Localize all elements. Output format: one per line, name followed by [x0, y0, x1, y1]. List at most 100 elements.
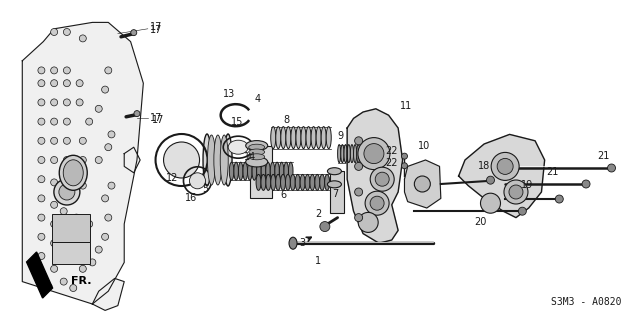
Circle shape [64, 252, 70, 260]
Ellipse shape [234, 162, 238, 180]
Ellipse shape [354, 145, 357, 163]
Polygon shape [459, 134, 545, 218]
Circle shape [38, 214, 45, 221]
Text: 21: 21 [598, 151, 610, 161]
Circle shape [320, 221, 330, 232]
Ellipse shape [276, 174, 280, 190]
Circle shape [51, 179, 57, 186]
Circle shape [51, 201, 57, 208]
Circle shape [414, 176, 431, 192]
Ellipse shape [280, 174, 285, 190]
Ellipse shape [266, 174, 271, 190]
Ellipse shape [266, 162, 270, 180]
Ellipse shape [280, 162, 284, 180]
Ellipse shape [289, 237, 297, 249]
Ellipse shape [203, 134, 211, 186]
Ellipse shape [285, 174, 290, 190]
Ellipse shape [338, 145, 341, 163]
Circle shape [80, 182, 86, 189]
Circle shape [64, 28, 70, 36]
Ellipse shape [248, 144, 265, 150]
Text: 9: 9 [338, 131, 344, 141]
Ellipse shape [347, 145, 350, 163]
Ellipse shape [63, 160, 83, 186]
Circle shape [89, 259, 96, 266]
Circle shape [96, 246, 102, 253]
Text: 16: 16 [185, 193, 197, 204]
Circle shape [38, 67, 45, 74]
Ellipse shape [59, 155, 87, 190]
Text: 17: 17 [152, 115, 164, 125]
Circle shape [401, 163, 408, 169]
Bar [250, 146, 272, 197]
Circle shape [358, 138, 390, 170]
Circle shape [355, 163, 362, 170]
Circle shape [64, 67, 70, 74]
Text: 21: 21 [547, 167, 559, 177]
Text: 3: 3 [299, 237, 306, 248]
Ellipse shape [341, 145, 344, 163]
Circle shape [51, 28, 57, 36]
Circle shape [38, 80, 45, 87]
Ellipse shape [321, 127, 326, 148]
Circle shape [108, 131, 115, 138]
Circle shape [131, 30, 137, 36]
Polygon shape [22, 22, 143, 304]
Polygon shape [347, 109, 403, 243]
Ellipse shape [284, 162, 289, 180]
Circle shape [375, 172, 389, 186]
Circle shape [358, 212, 378, 232]
Circle shape [64, 182, 70, 189]
Ellipse shape [261, 162, 266, 180]
Circle shape [96, 105, 102, 112]
Ellipse shape [224, 134, 232, 186]
Ellipse shape [289, 162, 293, 180]
Circle shape [38, 176, 45, 183]
Polygon shape [124, 147, 140, 173]
Text: 17: 17 [150, 22, 162, 32]
Circle shape [51, 67, 57, 74]
Circle shape [491, 152, 519, 180]
Text: S3M3 - A0820: S3M3 - A0820 [550, 297, 621, 308]
Ellipse shape [214, 135, 222, 185]
Circle shape [38, 233, 45, 240]
Ellipse shape [248, 154, 265, 160]
Circle shape [38, 137, 45, 144]
Circle shape [51, 80, 57, 87]
Ellipse shape [271, 174, 276, 190]
Ellipse shape [329, 174, 334, 190]
Ellipse shape [271, 127, 276, 148]
Ellipse shape [243, 162, 248, 180]
Ellipse shape [320, 174, 325, 190]
Circle shape [102, 233, 108, 240]
Ellipse shape [325, 174, 329, 190]
Ellipse shape [290, 174, 296, 190]
Circle shape [51, 99, 57, 106]
Circle shape [51, 156, 57, 164]
Circle shape [86, 220, 92, 228]
Ellipse shape [310, 174, 315, 190]
Polygon shape [27, 252, 53, 298]
Ellipse shape [248, 149, 265, 155]
Circle shape [105, 144, 111, 151]
Ellipse shape [275, 162, 280, 180]
Ellipse shape [257, 162, 261, 180]
Circle shape [73, 214, 80, 221]
Text: 4: 4 [255, 94, 261, 104]
Ellipse shape [301, 127, 306, 148]
Circle shape [54, 179, 80, 205]
Circle shape [80, 156, 86, 164]
Circle shape [102, 195, 108, 202]
Circle shape [64, 156, 70, 164]
Text: 1: 1 [315, 256, 322, 266]
Ellipse shape [246, 157, 268, 167]
Circle shape [38, 99, 45, 106]
Circle shape [555, 195, 563, 203]
Polygon shape [404, 160, 441, 208]
Circle shape [51, 220, 57, 228]
Ellipse shape [208, 135, 215, 185]
Text: 7: 7 [333, 188, 339, 199]
Ellipse shape [316, 127, 321, 148]
Text: 17: 17 [150, 113, 162, 124]
Ellipse shape [228, 140, 248, 154]
